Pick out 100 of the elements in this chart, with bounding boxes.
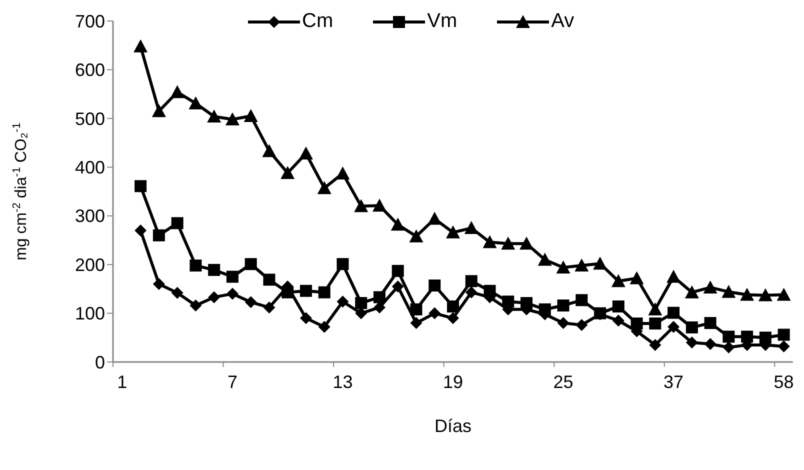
point: [428, 280, 441, 292]
point: [447, 312, 459, 324]
point: [611, 274, 626, 288]
point: [556, 260, 570, 274]
point: [464, 221, 478, 234]
point: [244, 258, 257, 270]
point: [392, 264, 404, 277]
point: [390, 218, 405, 231]
point: [684, 285, 699, 298]
point: [318, 286, 330, 298]
point: [336, 166, 350, 180]
point: [465, 286, 478, 298]
point: [300, 284, 312, 297]
x-tick-label: 25: [553, 372, 574, 392]
point: [465, 275, 478, 288]
point: [778, 328, 790, 341]
point: [410, 303, 422, 316]
point: [244, 296, 257, 308]
point: [354, 199, 368, 212]
point: [373, 291, 386, 304]
y-tick-label: 600: [74, 60, 105, 80]
point: [722, 330, 735, 343]
y-tick-label: 400: [74, 158, 105, 178]
point: [593, 256, 608, 270]
x-tick-label: 19: [442, 372, 464, 392]
point: [776, 288, 791, 301]
point: [686, 336, 698, 349]
point: [170, 85, 184, 98]
point: [134, 39, 148, 52]
point: [778, 340, 790, 352]
x-tick-label: 13: [332, 372, 353, 392]
point: [704, 317, 716, 330]
point: [666, 270, 681, 283]
point: [446, 225, 460, 238]
point: [741, 330, 754, 343]
point: [630, 271, 644, 284]
x-tick-label: 7: [227, 372, 238, 392]
point: [538, 252, 552, 266]
point: [447, 300, 459, 312]
point: [722, 284, 736, 298]
point: [152, 104, 166, 118]
x-axis-title: Días: [434, 416, 472, 436]
point: [318, 320, 330, 333]
point: [300, 312, 312, 324]
point: [190, 260, 202, 272]
legend-label: Av: [551, 10, 574, 33]
y-tick-label: 700: [74, 11, 105, 32]
point: [612, 314, 624, 327]
legend-label: Cm: [302, 10, 334, 33]
point: [612, 300, 624, 312]
point: [410, 317, 422, 330]
point: [190, 299, 202, 312]
point: [280, 166, 295, 179]
point: [208, 291, 220, 304]
point: [208, 264, 220, 276]
point: [263, 301, 276, 314]
point: [171, 286, 184, 299]
point: [668, 320, 680, 333]
point: [244, 108, 258, 122]
point: [263, 274, 276, 286]
point: [648, 302, 662, 316]
point: [574, 258, 589, 272]
y-tick-label: 300: [74, 206, 105, 226]
point: [372, 198, 386, 212]
point: [409, 229, 424, 242]
point: [428, 212, 442, 225]
point: [557, 299, 570, 312]
y-tick-label: 100: [74, 304, 105, 324]
point: [226, 270, 238, 283]
point: [740, 288, 754, 301]
point: [134, 180, 147, 192]
point: [482, 235, 497, 248]
point: [207, 109, 222, 122]
point: [722, 341, 735, 354]
legend-label: Vm: [427, 10, 458, 33]
y-tick-label: 200: [74, 254, 105, 275]
y-tick-label: 500: [74, 108, 105, 129]
point: [336, 258, 349, 270]
point: [134, 224, 147, 236]
x-tick-label: 1: [117, 372, 128, 392]
point: [355, 297, 368, 310]
point: [262, 144, 276, 158]
point: [152, 229, 165, 242]
point: [152, 278, 165, 290]
point: [428, 307, 441, 320]
point: [225, 112, 240, 126]
point: [686, 321, 698, 334]
point: [703, 280, 718, 294]
point: [576, 318, 588, 331]
y-tick-label: 0: [94, 352, 105, 372]
point: [226, 288, 238, 300]
point: [758, 288, 772, 302]
point: [704, 338, 716, 350]
point: [171, 217, 184, 230]
point: [392, 280, 404, 292]
point: [576, 294, 588, 306]
point: [188, 96, 203, 110]
point: [298, 146, 313, 160]
point: [649, 338, 662, 351]
point: [317, 181, 332, 194]
